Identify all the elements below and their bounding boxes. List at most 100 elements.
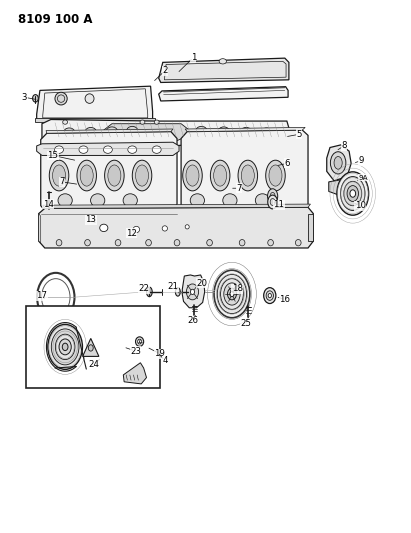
Ellipse shape bbox=[132, 160, 152, 191]
Polygon shape bbox=[159, 87, 288, 101]
Ellipse shape bbox=[337, 172, 369, 215]
Text: 19: 19 bbox=[155, 349, 165, 358]
Ellipse shape bbox=[268, 195, 277, 209]
Ellipse shape bbox=[210, 160, 230, 191]
Ellipse shape bbox=[296, 239, 301, 246]
Ellipse shape bbox=[85, 127, 97, 137]
Polygon shape bbox=[123, 363, 146, 384]
Ellipse shape bbox=[214, 270, 250, 318]
Ellipse shape bbox=[145, 239, 151, 246]
Ellipse shape bbox=[190, 289, 194, 295]
Ellipse shape bbox=[165, 206, 171, 212]
Ellipse shape bbox=[55, 334, 75, 360]
Ellipse shape bbox=[100, 224, 108, 232]
Polygon shape bbox=[46, 129, 173, 133]
Ellipse shape bbox=[269, 165, 282, 186]
Ellipse shape bbox=[85, 94, 94, 103]
Text: 6: 6 bbox=[284, 159, 290, 168]
Ellipse shape bbox=[136, 206, 143, 212]
Text: 3: 3 bbox=[22, 93, 27, 102]
Ellipse shape bbox=[341, 176, 365, 211]
Ellipse shape bbox=[270, 199, 275, 205]
Ellipse shape bbox=[223, 194, 237, 207]
Ellipse shape bbox=[128, 146, 137, 154]
Ellipse shape bbox=[268, 294, 271, 298]
Ellipse shape bbox=[270, 207, 277, 213]
Ellipse shape bbox=[62, 343, 68, 351]
Ellipse shape bbox=[261, 128, 272, 138]
Polygon shape bbox=[159, 58, 289, 83]
Text: 5: 5 bbox=[296, 130, 302, 139]
Text: 11: 11 bbox=[273, 200, 284, 209]
Ellipse shape bbox=[79, 146, 88, 154]
Ellipse shape bbox=[241, 165, 254, 186]
Polygon shape bbox=[40, 212, 178, 216]
Ellipse shape bbox=[175, 288, 180, 296]
Text: 24: 24 bbox=[88, 360, 99, 369]
Ellipse shape bbox=[32, 95, 38, 102]
Ellipse shape bbox=[330, 152, 346, 174]
Ellipse shape bbox=[255, 194, 270, 207]
Polygon shape bbox=[39, 207, 313, 248]
Polygon shape bbox=[308, 214, 313, 241]
Text: 23: 23 bbox=[130, 346, 141, 356]
Ellipse shape bbox=[196, 126, 207, 136]
Text: 22: 22 bbox=[138, 284, 149, 293]
Ellipse shape bbox=[78, 206, 85, 212]
Ellipse shape bbox=[85, 239, 90, 246]
Ellipse shape bbox=[238, 160, 258, 191]
Ellipse shape bbox=[217, 274, 247, 313]
Ellipse shape bbox=[90, 194, 105, 207]
Ellipse shape bbox=[127, 126, 138, 136]
Polygon shape bbox=[327, 145, 351, 181]
Ellipse shape bbox=[221, 279, 243, 309]
Ellipse shape bbox=[140, 120, 145, 124]
Ellipse shape bbox=[227, 288, 236, 300]
Polygon shape bbox=[43, 204, 310, 208]
Ellipse shape bbox=[299, 207, 306, 213]
Ellipse shape bbox=[55, 146, 64, 154]
Ellipse shape bbox=[146, 287, 152, 297]
Ellipse shape bbox=[64, 128, 75, 138]
Ellipse shape bbox=[154, 120, 159, 124]
Text: 10: 10 bbox=[355, 201, 366, 210]
Ellipse shape bbox=[219, 59, 226, 64]
Ellipse shape bbox=[218, 127, 229, 136]
Ellipse shape bbox=[186, 284, 199, 300]
Polygon shape bbox=[185, 127, 305, 132]
Polygon shape bbox=[180, 212, 309, 216]
Ellipse shape bbox=[123, 194, 137, 207]
Text: 2: 2 bbox=[162, 66, 168, 75]
Ellipse shape bbox=[186, 165, 199, 186]
Ellipse shape bbox=[268, 189, 278, 204]
Ellipse shape bbox=[174, 239, 180, 246]
Ellipse shape bbox=[55, 92, 67, 105]
Ellipse shape bbox=[138, 339, 142, 344]
Text: 9A: 9A bbox=[358, 175, 368, 181]
Ellipse shape bbox=[56, 239, 62, 246]
Ellipse shape bbox=[214, 165, 226, 186]
Ellipse shape bbox=[190, 194, 205, 207]
Polygon shape bbox=[102, 124, 189, 141]
Ellipse shape bbox=[230, 292, 234, 297]
Ellipse shape bbox=[133, 227, 140, 233]
Text: 13: 13 bbox=[85, 215, 96, 224]
Ellipse shape bbox=[136, 337, 144, 346]
Text: 7: 7 bbox=[236, 184, 242, 193]
Ellipse shape bbox=[215, 207, 221, 213]
Ellipse shape bbox=[186, 207, 192, 213]
Ellipse shape bbox=[183, 160, 202, 191]
Polygon shape bbox=[37, 142, 179, 156]
Bar bbox=[25, 306, 160, 388]
Text: 1: 1 bbox=[191, 53, 196, 62]
Ellipse shape bbox=[350, 190, 356, 197]
Ellipse shape bbox=[162, 226, 167, 231]
Ellipse shape bbox=[347, 185, 358, 201]
Text: 18: 18 bbox=[232, 284, 243, 293]
Polygon shape bbox=[41, 132, 177, 213]
Ellipse shape bbox=[108, 206, 114, 212]
Polygon shape bbox=[39, 214, 41, 243]
Ellipse shape bbox=[88, 345, 93, 351]
Ellipse shape bbox=[115, 239, 121, 246]
Text: 15: 15 bbox=[47, 151, 58, 160]
